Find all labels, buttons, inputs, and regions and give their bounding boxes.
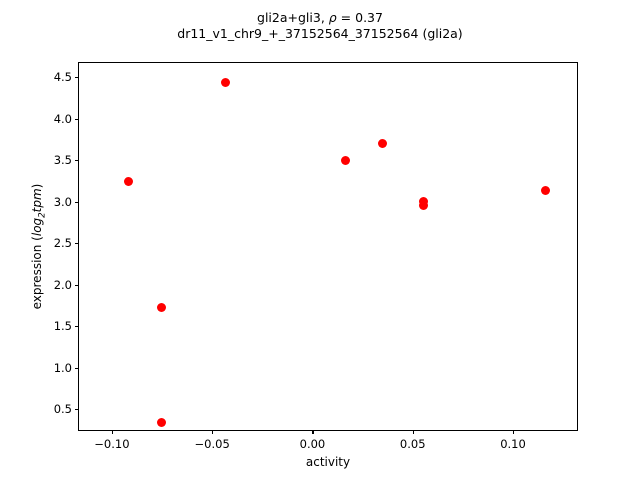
x-axis-tick-label: 0.05: [399, 437, 426, 451]
chart-title: gli2a+gli3, ρ = 0.37 dr11_v1_chr9_+_3715…: [0, 10, 640, 42]
data-point: [156, 302, 166, 312]
y-axis-label: expression (log2tpm): [30, 62, 47, 431]
y-axis-tick-label: 1.0: [53, 360, 72, 375]
chart-title-line-1: gli2a+gli3, ρ = 0.37: [0, 10, 640, 26]
data-point: [541, 186, 551, 196]
y-axis-tick: [75, 201, 79, 203]
y-axis-tick: [75, 77, 79, 79]
y-axis-label-prefix: expression (: [30, 236, 44, 310]
x-axis-tick-label: −0.05: [194, 437, 230, 451]
y-axis-label-text: expression (log2tpm): [30, 62, 47, 431]
y-axis-label-suffix: ): [30, 183, 44, 189]
y-axis-tick-label: 4.0: [53, 111, 72, 126]
x-axis-tick: [111, 430, 113, 434]
y-axis-tick-label: 3.0: [53, 194, 72, 209]
y-axis-tick-label: 2.5: [53, 236, 72, 251]
x-axis-tick: [212, 430, 214, 434]
data-point: [124, 177, 134, 187]
y-axis-tick: [75, 118, 79, 120]
y-axis-tick: [75, 409, 79, 411]
scatter-plot-area: [79, 63, 577, 430]
chart-title-suffix: = 0.37: [336, 10, 383, 25]
rho-symbol: ρ: [328, 10, 337, 25]
chart-title-prefix: gli2a+gli3,: [257, 10, 329, 25]
x-axis-label: activity: [305, 455, 351, 469]
y-axis-tick: [75, 326, 79, 328]
data-point: [156, 418, 166, 428]
y-axis-tick-label: 1.5: [53, 319, 72, 334]
data-point: [418, 200, 428, 210]
chart-title-line-2: dr11_v1_chr9_+_37152564_37152564 (gli2a): [177, 26, 463, 41]
y-axis-label-math-rest: tpm: [30, 188, 44, 213]
y-axis-tick: [75, 160, 79, 162]
x-axis-tick: [312, 430, 314, 434]
x-axis-tick-label: −0.10: [94, 437, 130, 451]
y-axis-tick: [75, 284, 79, 286]
data-point: [377, 139, 387, 149]
data-point: [220, 78, 230, 88]
y-axis-tick-label: 0.5: [53, 402, 72, 417]
x-axis-tick: [513, 430, 515, 434]
x-axis-tick: [412, 430, 414, 434]
x-axis-tick-label: 0.00: [299, 437, 326, 451]
y-axis-tick-label: 2.0: [53, 277, 72, 292]
y-axis-tick: [75, 367, 79, 369]
y-axis-tick-label: 4.5: [53, 70, 72, 85]
plot-axes-frame: −0.10 −0.05 0.00 0.05 0.10 0.5 1.0 1.5 2.0 2.5 3.…: [54, 62, 578, 451]
x-axis-tick-label: 0.10: [500, 437, 526, 451]
y-axis-label-math-sub: 2: [37, 212, 48, 218]
y-axis-tick: [75, 243, 79, 245]
y-axis-label-math-base: log: [30, 217, 44, 237]
data-point: [341, 156, 351, 166]
y-axis-tick-label: 3.5: [53, 153, 72, 168]
